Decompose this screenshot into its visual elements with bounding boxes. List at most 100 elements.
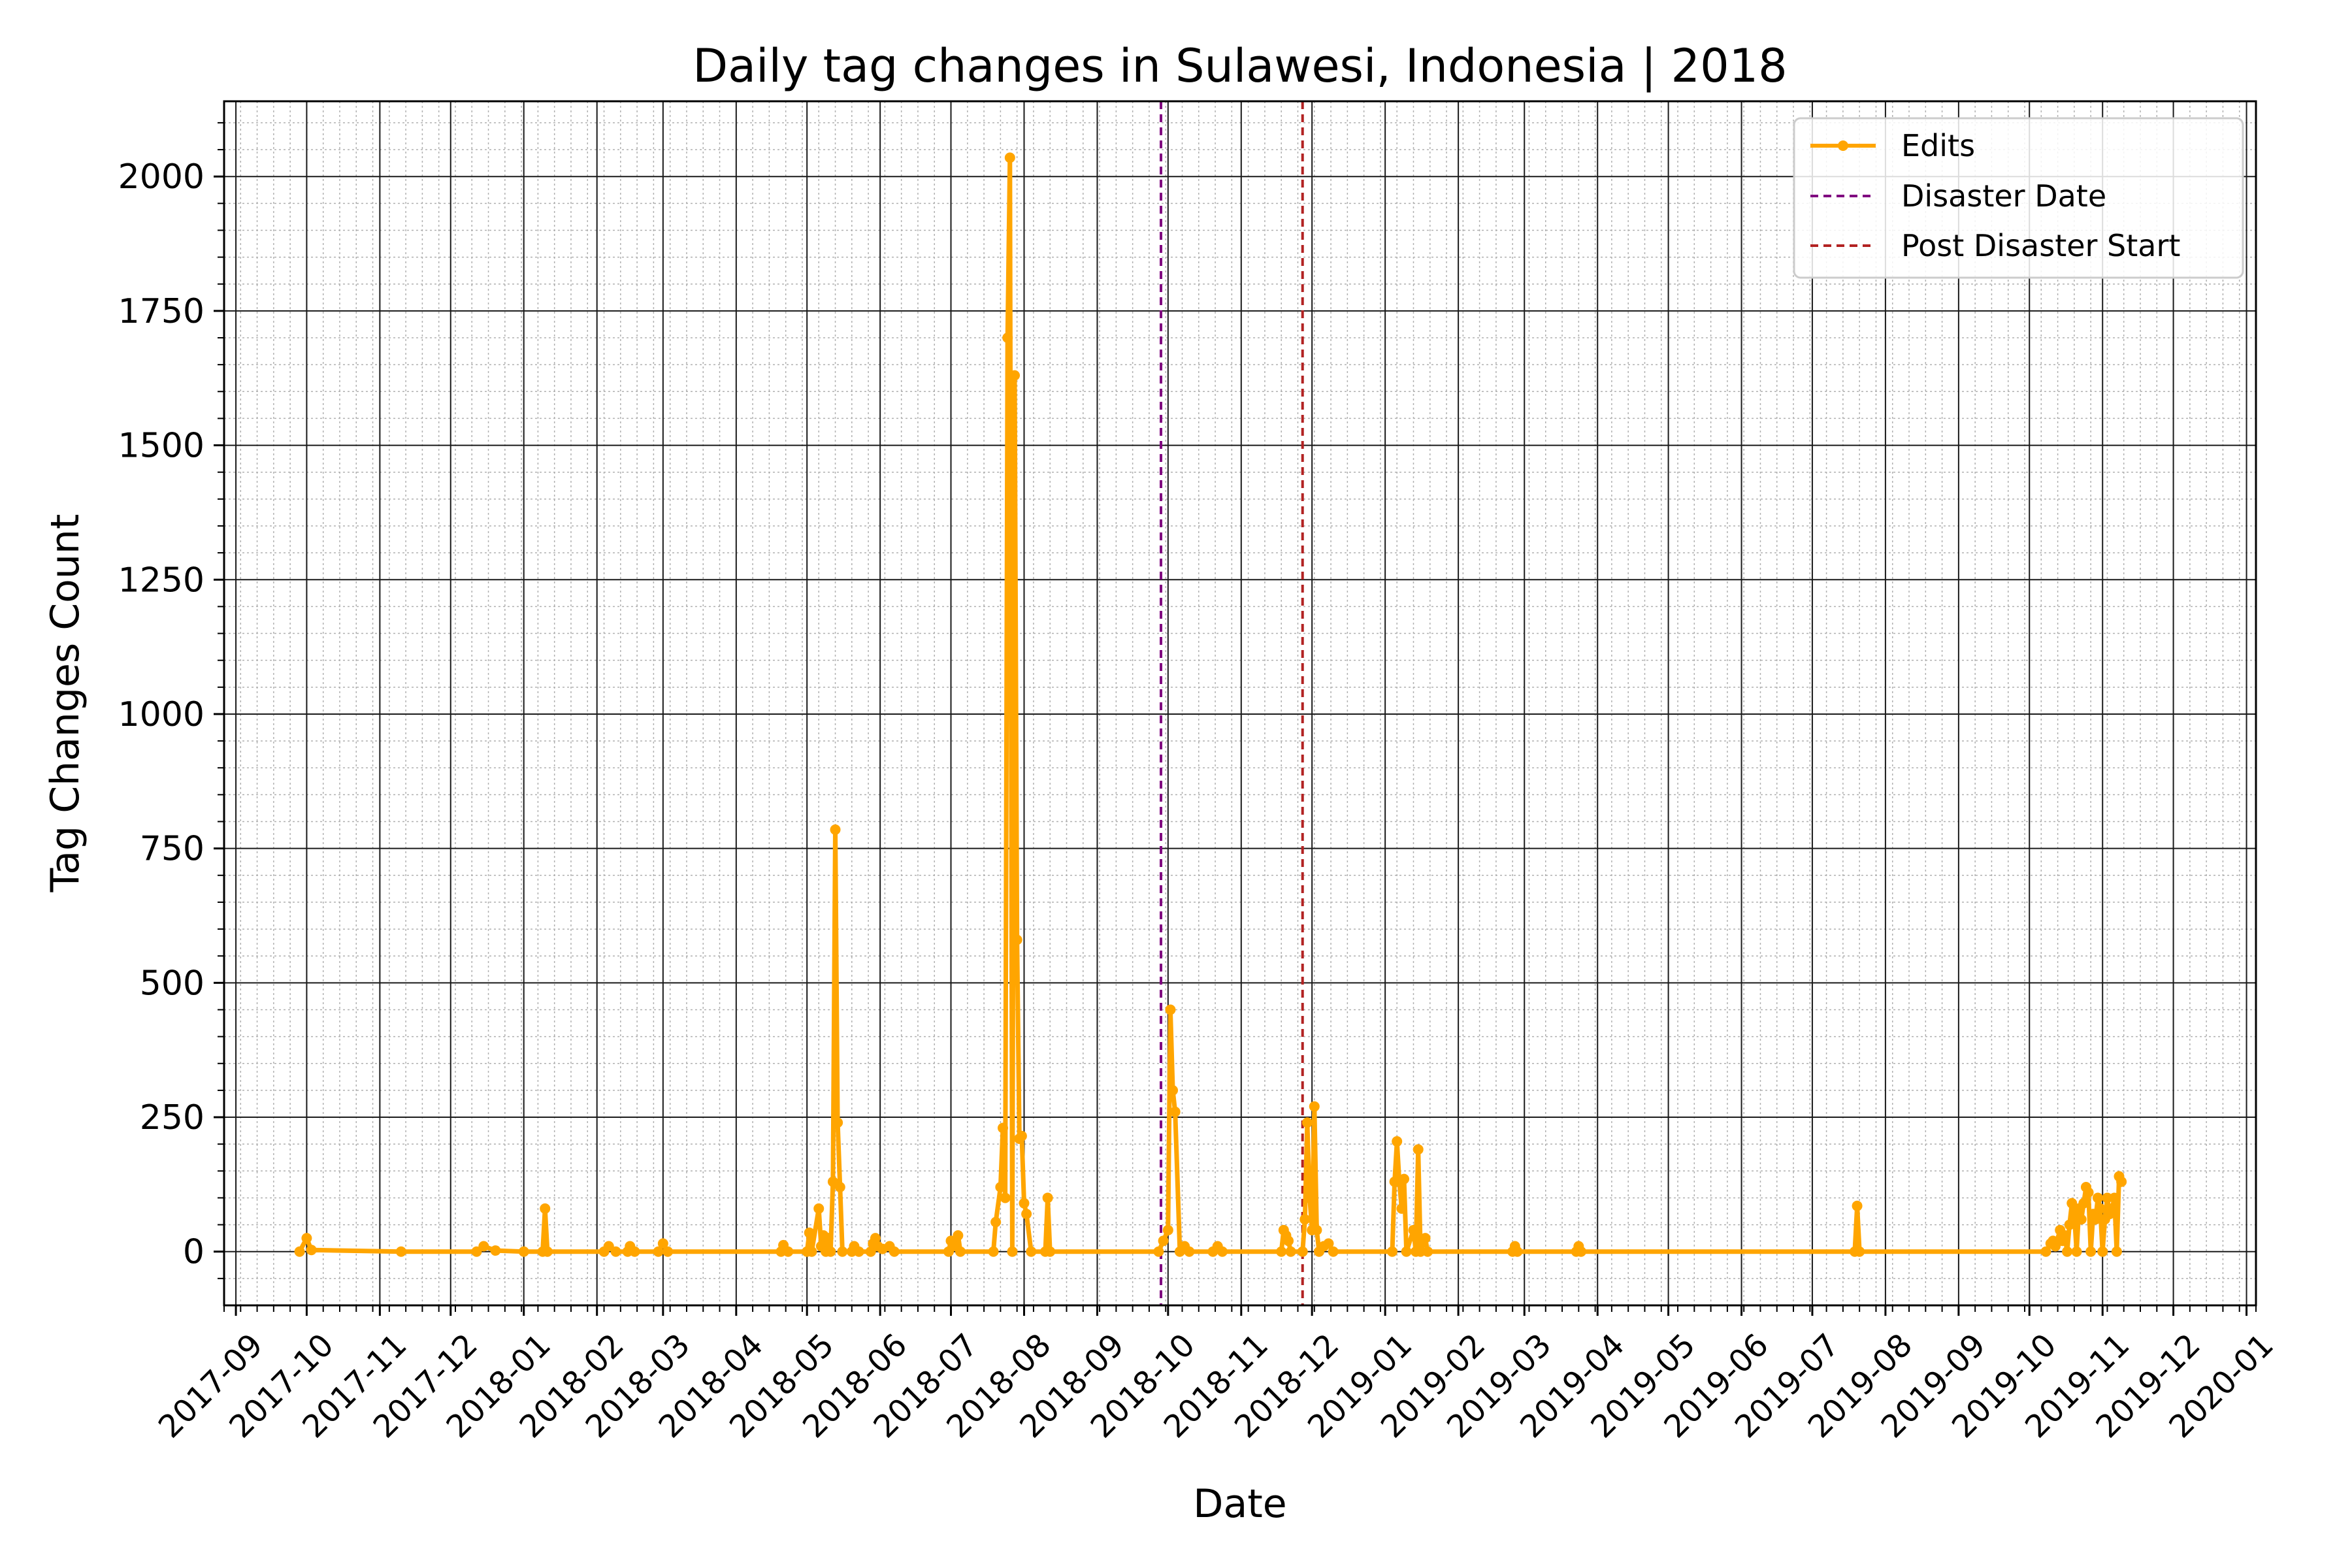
data-point	[1000, 1192, 1011, 1203]
plot-frame	[223, 100, 2257, 1307]
data-point	[540, 1203, 551, 1214]
y-tick-label: 250	[140, 1098, 204, 1137]
data-point	[1009, 370, 1021, 381]
data-point	[813, 1203, 825, 1214]
data-point	[834, 1181, 845, 1192]
data-point	[306, 1245, 317, 1256]
data-point	[1026, 1246, 1037, 1257]
data-point	[948, 1241, 959, 1252]
data-point	[1283, 1235, 1294, 1247]
data-point	[870, 1233, 881, 1244]
data-point	[1323, 1238, 1334, 1249]
data-point	[2050, 1241, 2061, 1252]
data-point	[2083, 1187, 2094, 1198]
data-point	[1420, 1233, 1431, 1244]
data-point	[2066, 1198, 2078, 1209]
data-point	[830, 824, 841, 835]
data-point	[395, 1246, 406, 1257]
data-point	[2062, 1246, 2073, 1257]
y-tick-label: 1500	[118, 427, 204, 466]
y-tick-label: 500	[140, 964, 204, 1003]
data-point	[1021, 1209, 1032, 1220]
data-point	[804, 1227, 815, 1238]
y-tick-label: 1250	[118, 561, 204, 600]
legend-frame	[1793, 117, 2244, 279]
y-axis-label: Tag Changes Count	[42, 514, 88, 893]
data-point	[832, 1117, 843, 1128]
data-point	[827, 1176, 838, 1187]
data-point	[1413, 1144, 1424, 1155]
data-point	[889, 1246, 900, 1257]
chart-title: Daily tag changes in Sulawesi, Indonesia…	[693, 39, 1787, 93]
data-point	[1309, 1101, 1320, 1112]
y-tick-label: 1000	[118, 695, 204, 734]
legend: Edits Disaster Date Post Disaster Start	[1793, 117, 2244, 279]
data-point	[471, 1246, 482, 1257]
data-point	[294, 1246, 305, 1257]
data-point	[853, 1246, 864, 1257]
data-point	[629, 1246, 640, 1257]
data-point	[995, 1181, 1006, 1192]
y-tick-label: 750	[140, 830, 204, 869]
data-point	[1011, 934, 1022, 945]
series-edits	[294, 152, 2127, 1257]
data-point	[2071, 1246, 2082, 1257]
data-point	[1299, 1214, 1311, 1225]
data-point	[1165, 1004, 1176, 1015]
data-point	[2059, 1230, 2070, 1241]
data-point	[490, 1245, 501, 1256]
data-point	[1396, 1203, 1407, 1214]
data-point	[518, 1246, 529, 1257]
data-point	[1016, 1130, 1027, 1141]
data-point	[1392, 1136, 1403, 1147]
data-point	[1301, 1117, 1313, 1128]
data-point	[837, 1246, 848, 1257]
data-point	[865, 1246, 876, 1257]
data-point	[2085, 1246, 2097, 1257]
data-point	[1019, 1198, 1030, 1209]
data-point	[1285, 1246, 1296, 1257]
legend-label-edits: Edits	[1901, 128, 1975, 163]
legend-label-post-disaster-start: Post Disaster Start	[1901, 228, 2180, 263]
data-point	[1311, 1224, 1322, 1235]
data-point	[662, 1246, 674, 1257]
y-tick-label: 1750	[118, 292, 204, 331]
data-point	[2106, 1203, 2117, 1214]
data-point	[1045, 1246, 1056, 1257]
data-point	[2095, 1203, 2106, 1214]
data-point	[2092, 1192, 2103, 1203]
data-point	[2090, 1214, 2101, 1225]
data-point	[657, 1238, 668, 1249]
data-point	[1304, 1192, 1315, 1203]
data-point	[1422, 1246, 1433, 1257]
data-point	[542, 1246, 553, 1257]
data-point	[1512, 1246, 1523, 1257]
legend-marker-edits	[1838, 140, 1848, 151]
data-point	[1162, 1224, 1173, 1235]
data-point	[988, 1246, 999, 1257]
data-point	[1297, 1246, 1308, 1257]
data-point	[1401, 1246, 1412, 1257]
data-point	[1007, 1246, 1018, 1257]
data-point	[1328, 1246, 1339, 1257]
data-point	[2040, 1246, 2051, 1257]
data-point	[1408, 1224, 1419, 1235]
data-point	[1386, 1246, 1397, 1257]
data-point	[1184, 1246, 1195, 1257]
data-point	[2097, 1246, 2108, 1257]
reference-lines	[1159, 101, 1304, 1305]
data-point	[2078, 1198, 2089, 1209]
plot-area-background	[224, 101, 2256, 1305]
data-point	[783, 1246, 794, 1257]
data-point	[2116, 1176, 2127, 1187]
data-point	[1852, 1200, 1863, 1211]
data-point	[1399, 1173, 1410, 1184]
data-point	[1854, 1246, 1865, 1257]
data-point	[955, 1246, 966, 1257]
legend-label-disaster-date: Disaster Date	[1901, 178, 2106, 214]
data-point	[1169, 1106, 1181, 1117]
data-point	[997, 1122, 1008, 1134]
data-point	[610, 1246, 621, 1257]
data-point	[823, 1233, 834, 1244]
